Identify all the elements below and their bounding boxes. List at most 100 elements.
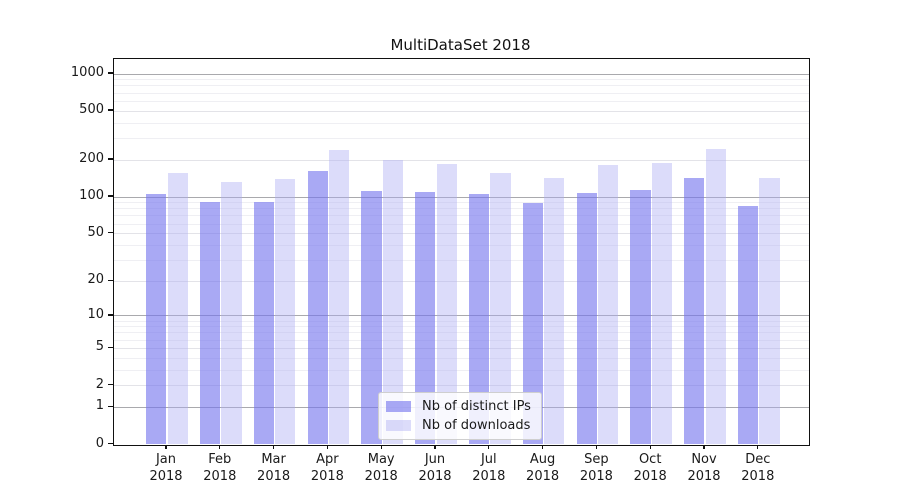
bar-distinct-ips-may — [361, 190, 382, 444]
y-tick-mark-50 — [108, 231, 113, 234]
y-tick-label-1: 1 — [95, 398, 104, 414]
legend-item-downloads: Nb of downloads — [386, 416, 531, 435]
y-tick-mark-1 — [108, 405, 113, 408]
y-tick-label-1000: 1000 — [70, 65, 104, 80]
bar-downloads-nov — [705, 148, 726, 444]
y-tick-mark-20 — [108, 279, 113, 281]
legend: Nb of distinct IPs Nb of downloads — [378, 392, 542, 440]
chart-title: MultiDataSet 2018 — [390, 36, 531, 54]
gridline-100 — [114, 196, 809, 198]
bar-distinct-ips-apr — [307, 170, 328, 444]
bar-distinct-ips-mar — [253, 201, 274, 444]
x-tick-label-aug: Aug 2018 — [526, 452, 560, 484]
gridline-5 — [114, 347, 809, 349]
bar-distinct-ips-feb — [200, 202, 221, 444]
bar-distinct-ips-jun — [415, 192, 436, 444]
y-tick-label-0: 0 — [95, 435, 104, 451]
gridline-50 — [114, 233, 809, 235]
gridline-minor-80 — [114, 208, 809, 210]
legend-item-distinct-ips: Nb of distinct IPs — [386, 397, 531, 416]
bar-downloads-sep — [598, 165, 619, 444]
bar-distinct-ips-jul — [469, 194, 490, 444]
x-tick-label-apr: Apr 2018 — [310, 452, 344, 484]
gridline-minor-600 — [114, 100, 809, 102]
x-tick-mark-jun — [434, 445, 436, 449]
x-tick-mark-nov — [703, 445, 705, 449]
gridline-minor-8 — [114, 326, 809, 328]
legend-label-distinct-ips: Nb of distinct IPs — [422, 399, 531, 414]
x-tick-mark-sep — [595, 445, 598, 449]
gridline-minor-700 — [114, 92, 809, 94]
bar-downloads-dec — [759, 178, 780, 444]
bar-distinct-ips-dec — [738, 206, 759, 444]
gridline-10 — [114, 315, 809, 317]
bar-downloads-jan — [167, 172, 188, 444]
x-tick-label-mar: Mar 2018 — [257, 452, 291, 484]
x-tick-label-jun: Jun 2018 — [418, 452, 452, 484]
gridline-minor-400 — [114, 122, 809, 124]
y-tick-mark-0 — [108, 442, 113, 445]
bar-downloads-may — [382, 159, 403, 444]
x-tick-mark-aug — [541, 445, 544, 449]
bar-distinct-ips-aug — [522, 202, 543, 444]
x-tick-label-may: May 2018 — [364, 452, 398, 484]
y-tick-label-2: 2 — [95, 376, 104, 392]
x-tick-label-dec: Dec 2018 — [741, 452, 775, 484]
gridline-minor-900 — [114, 79, 809, 81]
bar-downloads-feb — [221, 181, 242, 444]
gridline-minor-9 — [114, 320, 809, 322]
gridline-500 — [114, 110, 809, 112]
x-tick-mark-dec — [757, 445, 759, 449]
y-tick-label-100: 100 — [79, 188, 104, 203]
x-tick-mark-jul — [488, 445, 490, 449]
gridline-minor-4 — [114, 357, 809, 359]
gridline-200 — [114, 159, 809, 161]
x-tick-label-feb: Feb 2018 — [203, 452, 237, 484]
bar-downloads-jul — [490, 173, 511, 444]
bar-downloads-oct — [651, 162, 672, 444]
x-tick-mark-apr — [326, 445, 329, 449]
y-tick-label-10: 10 — [87, 306, 104, 322]
gridline-20 — [114, 280, 809, 282]
x-tick-mark-mar — [272, 445, 275, 449]
x-tick-label-sep: Sep 2018 — [579, 452, 613, 484]
y-tick-mark-5 — [108, 346, 113, 349]
gridline-minor-90 — [114, 202, 809, 204]
x-tick-mark-jan — [165, 445, 167, 449]
x-tick-mark-may — [380, 445, 382, 449]
legend-label-downloads: Nb of downloads — [422, 418, 531, 433]
bar-distinct-ips-nov — [684, 177, 705, 444]
gridline-2 — [114, 385, 809, 387]
y-tick-mark-1000 — [108, 72, 113, 74]
bar-distinct-ips-jan — [146, 194, 167, 444]
plot-area: Nb of distinct IPs Nb of downloads — [113, 58, 810, 446]
y-tick-mark-200 — [108, 158, 113, 160]
x-tick-label-jul: Jul 2018 — [472, 452, 506, 484]
gridline-minor-6 — [114, 339, 809, 341]
bar-downloads-apr — [329, 149, 350, 444]
x-tick-mark-feb — [219, 445, 221, 449]
y-tick-mark-10 — [108, 314, 113, 316]
x-tick-mark-oct — [649, 445, 651, 449]
bar-downloads-jun — [436, 164, 457, 444]
y-tick-label-200: 200 — [79, 151, 104, 167]
y-tick-label-500: 500 — [79, 102, 104, 118]
gridline-minor-60 — [114, 223, 809, 225]
legend-swatch-downloads — [386, 420, 411, 431]
gridline-minor-800 — [114, 85, 809, 87]
gridline-minor-300 — [114, 137, 809, 139]
x-tick-label-nov: Nov 2018 — [687, 452, 721, 484]
gridline-minor-3 — [114, 369, 809, 371]
bar-downloads-mar — [275, 178, 296, 444]
bar-distinct-ips-oct — [630, 190, 651, 444]
bar-distinct-ips-sep — [576, 192, 597, 444]
y-tick-label-5: 5 — [95, 339, 104, 355]
x-tick-label-jan: Jan 2018 — [149, 452, 183, 484]
x-tick-label-oct: Oct 2018 — [633, 452, 667, 484]
legend-swatch-distinct-ips — [386, 401, 411, 412]
gridline-minor-30 — [114, 259, 809, 261]
bar-downloads-aug — [544, 178, 565, 444]
y-tick-mark-2 — [108, 383, 113, 386]
gridline-minor-7 — [114, 332, 809, 334]
